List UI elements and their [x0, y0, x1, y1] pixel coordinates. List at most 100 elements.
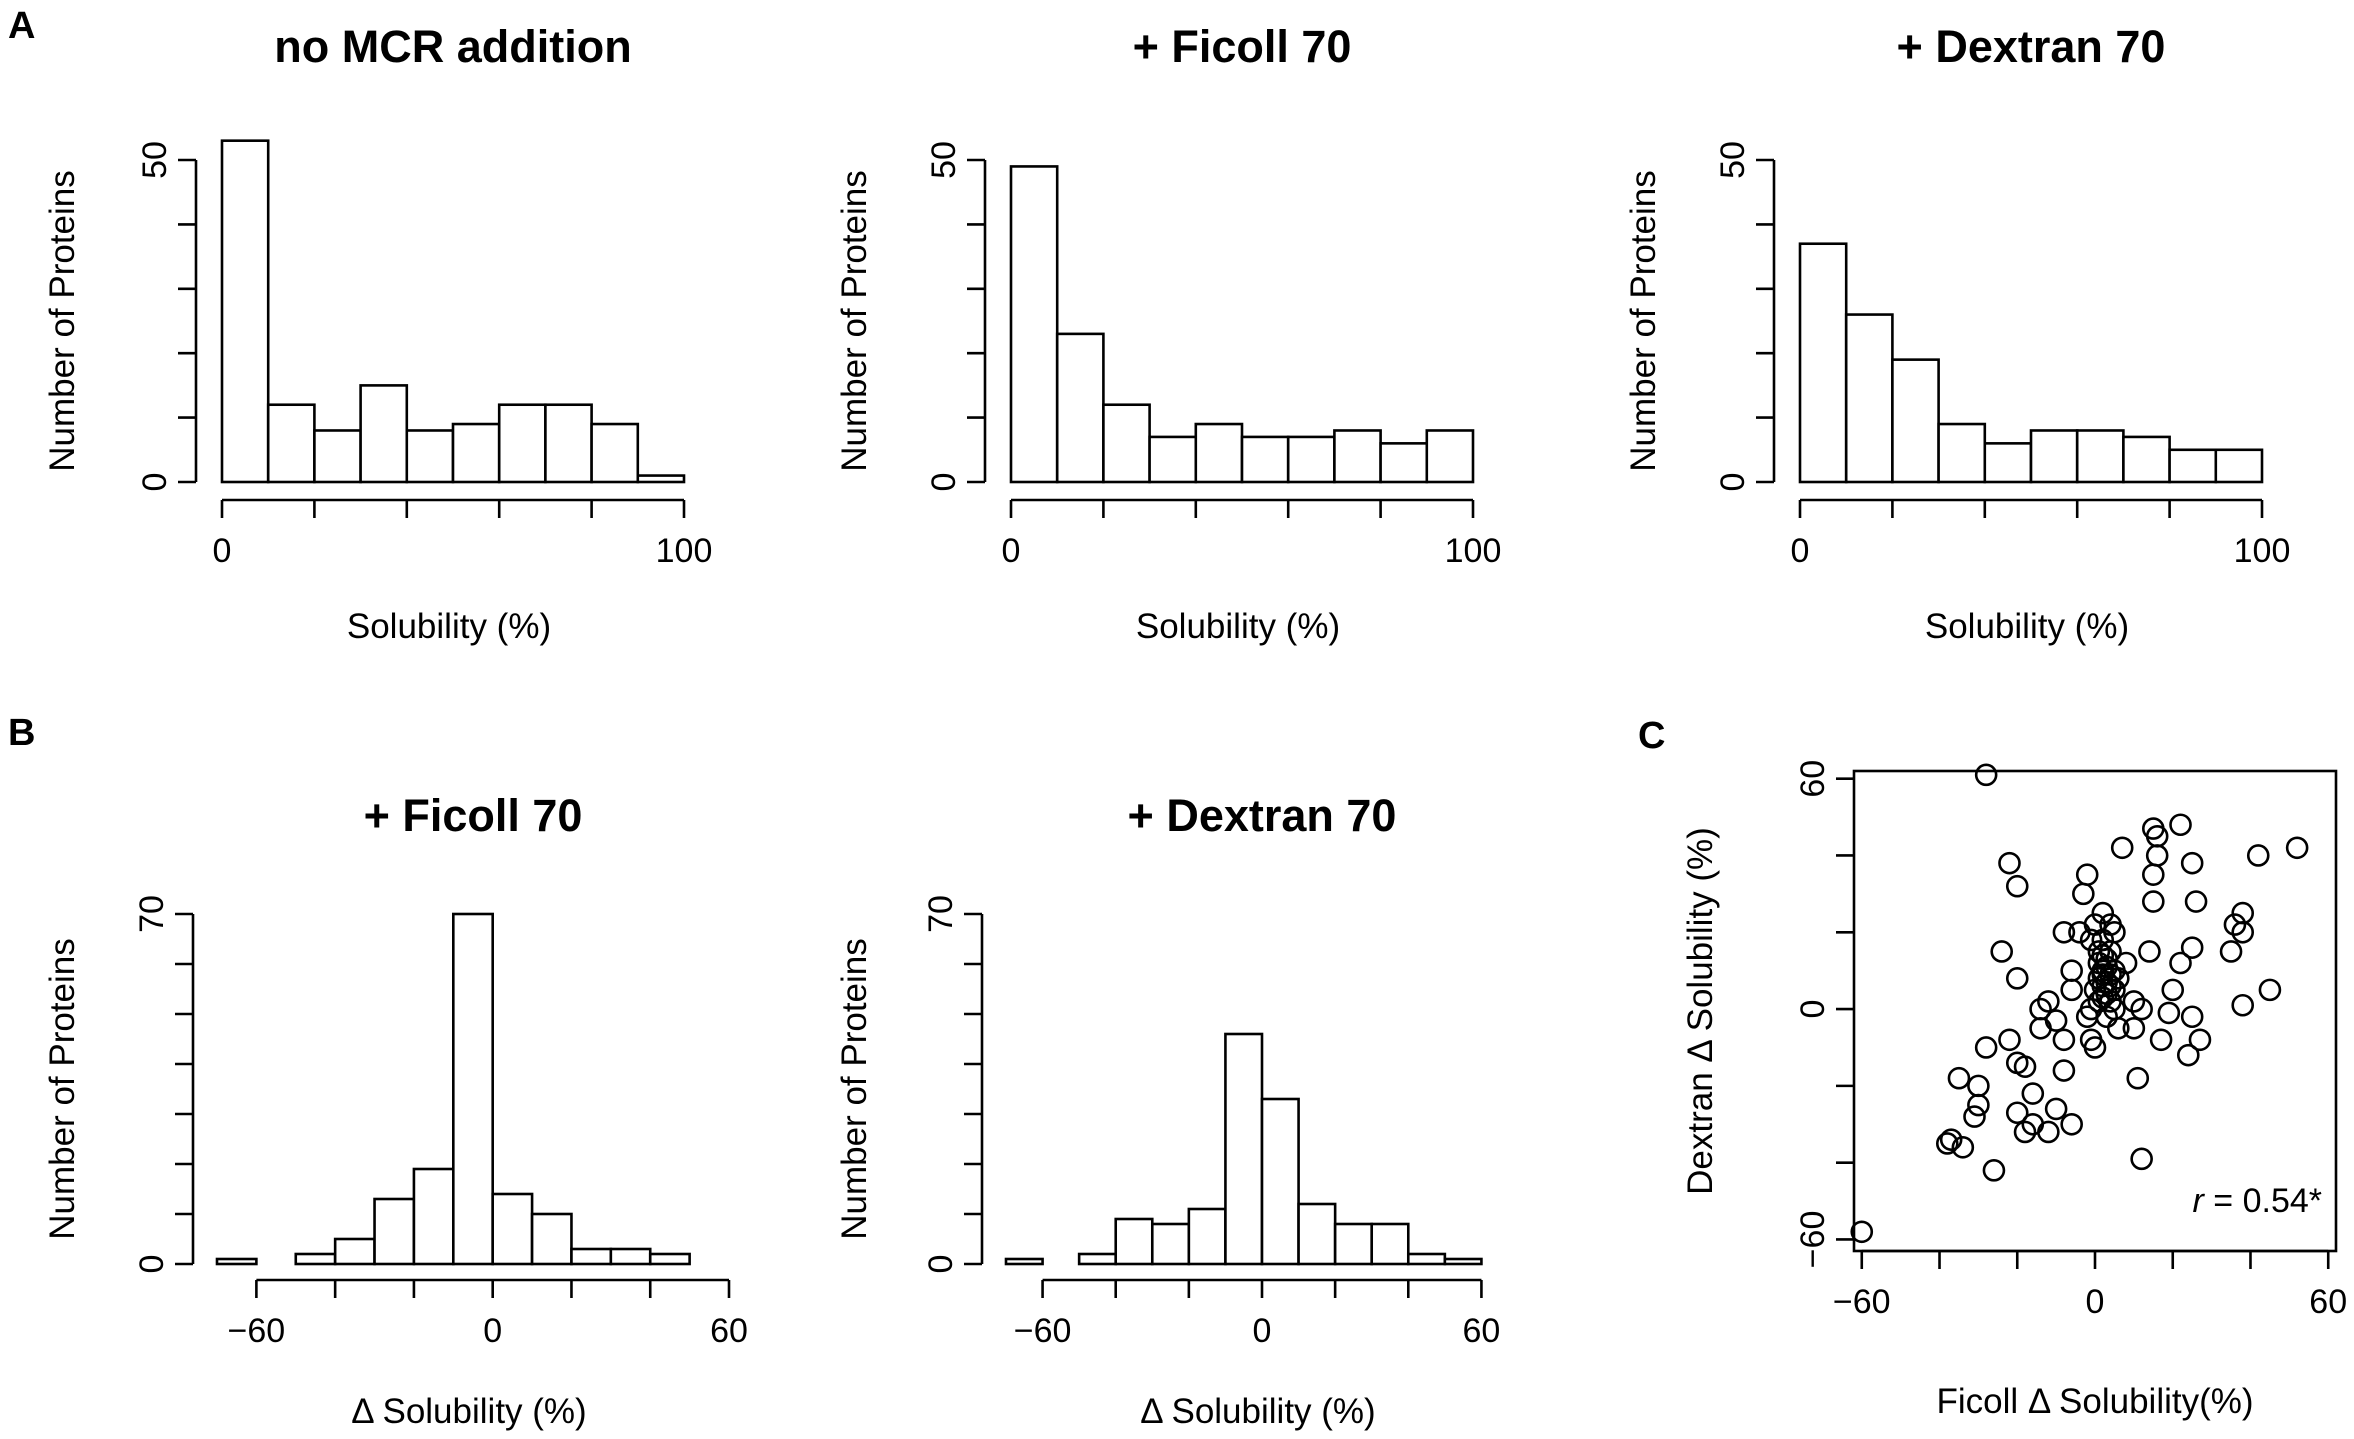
- histogram-bar: [1937, 422, 1987, 484]
- x-tick-label: −60: [1014, 1312, 1072, 1350]
- scatter-point: [2060, 959, 2083, 982]
- scatter-point: [2079, 928, 2103, 952]
- histogram-bar: [1004, 1257, 1044, 1266]
- scatter-point: [2142, 863, 2165, 886]
- y-tick-label: 0: [1714, 473, 1752, 492]
- chart-title: + Ficoll 70: [364, 790, 583, 841]
- histogram-bar: [544, 403, 593, 484]
- y-tick-label: 0: [922, 1255, 960, 1274]
- x-tick-label: 0: [1791, 532, 1810, 570]
- scatter-point: [1974, 763, 1998, 787]
- x-tick-label: 0: [213, 532, 232, 570]
- y-tick-label: 70: [922, 895, 960, 933]
- scatter-point: [2052, 1028, 2076, 1052]
- y-tick-label: 50: [136, 141, 174, 179]
- scatter-point: [2169, 951, 2192, 975]
- y-tick-label: 50: [1714, 141, 1752, 179]
- histogram-bar: [1260, 1097, 1300, 1266]
- scatter-point: [1974, 1036, 1998, 1059]
- histogram-bar: [2029, 429, 2079, 484]
- panel-letter-b: B: [8, 712, 35, 754]
- x-tick-label: 60: [1463, 1312, 1501, 1350]
- histogram-bar: [636, 474, 686, 484]
- y-tick-label: 0: [925, 473, 963, 492]
- scatter-point: [2044, 1097, 2068, 1121]
- histogram-bar: [1983, 442, 2033, 484]
- x-axis-label: Ficoll Δ Solubility(%): [1936, 1382, 2253, 1421]
- histogram-bar: [570, 1247, 613, 1266]
- histogram-bar: [452, 912, 494, 1266]
- scatter-point: [1967, 1074, 1990, 1098]
- chart-title: + Dextran 70: [1897, 21, 2166, 72]
- scatter-point: [2029, 1016, 2052, 1040]
- histogram-bar: [1102, 403, 1151, 484]
- scatter-point: [2044, 1009, 2068, 1032]
- scatter-point: [2029, 997, 2052, 1021]
- correlation-value: = 0.54*: [2204, 1182, 2322, 1220]
- scatter-point: [2188, 1028, 2212, 1052]
- histogram-bar: [405, 429, 455, 484]
- scatter-point: [2005, 1101, 2029, 1125]
- histogram-bar: [530, 1212, 573, 1266]
- scatter-point: [2126, 1066, 2150, 1090]
- histogram-bar: [2075, 429, 2125, 484]
- x-tick-label: 60: [2309, 1283, 2347, 1321]
- scatter-point: [2114, 951, 2138, 975]
- histogram-bar: [2122, 435, 2171, 484]
- scatter-point: [2072, 882, 2095, 906]
- scatter-point: [2231, 993, 2255, 1017]
- x-tick-label: 0: [483, 1312, 502, 1350]
- scatter-point: [1982, 1159, 2006, 1182]
- scatter-point: [2052, 920, 2076, 944]
- x-tick-label: 0: [1253, 1312, 1272, 1350]
- scatter-point: [2083, 1036, 2107, 1059]
- scatter-point: [2099, 974, 2122, 998]
- scatter-point: [2258, 978, 2282, 1002]
- histogram-delta-ficoll: + Ficoll 70 −60 0 60 Δ Solubility (%) 0 70 Numb…: [43, 790, 748, 1431]
- x-tick-label: −60: [1833, 1283, 1891, 1321]
- histogram-bar: [590, 422, 640, 484]
- chart-title: no MCR addition: [274, 21, 631, 72]
- x-tick-label: 60: [710, 1312, 748, 1350]
- x-tick-label: 0: [2086, 1283, 2105, 1321]
- scatter-point: [2149, 1028, 2173, 1052]
- x-tick-label: 0: [1002, 532, 1021, 570]
- scatter-point: [2107, 1016, 2130, 1040]
- histogram-bar: [1150, 1222, 1191, 1266]
- scatter-point: [1998, 1028, 2021, 1052]
- scatter-point: [2180, 936, 2204, 959]
- scatter-point: [2060, 1112, 2083, 1136]
- histogram-bar: [609, 1247, 652, 1266]
- correlation-annotation: r = 0.54*: [2193, 1182, 2322, 1220]
- histogram-bar: [1333, 429, 1382, 484]
- y-axis-label: Number of Proteins: [43, 938, 82, 1240]
- y-axis-label: Number of Proteins: [835, 938, 874, 1240]
- y-axis-label: Number of Proteins: [43, 170, 82, 472]
- histogram-bar: [1009, 165, 1059, 484]
- x-axis-label: Solubility (%): [1136, 607, 1340, 646]
- histogram-bar: [648, 1252, 691, 1266]
- scatter-point: [1850, 1220, 1874, 1244]
- histogram-bar: [1240, 435, 1290, 484]
- histogram-bar: [2214, 448, 2264, 484]
- y-tick-label: 0: [1794, 1000, 1832, 1019]
- scatter-point: [2223, 913, 2247, 936]
- scatter-point: [2005, 874, 2029, 898]
- histogram-bar: [294, 1252, 337, 1266]
- scatter-point: [2145, 844, 2169, 867]
- x-axis-label: Δ Solubility (%): [351, 1392, 586, 1431]
- y-axis-label: Dextran Δ Solubility (%): [1681, 827, 1720, 1195]
- histogram-dextran: + Dextran 70 0 100 Solubility (%) 0 50 Number …: [1624, 21, 2290, 646]
- histogram-bar: [1798, 242, 1848, 484]
- histogram-bar: [1844, 313, 1894, 484]
- x-axis-label: Solubility (%): [347, 607, 551, 646]
- scatter-point: [2052, 1059, 2076, 1082]
- scatter-point: [2285, 836, 2309, 860]
- scatter-point: [2103, 920, 2126, 944]
- scatter-point: [2219, 940, 2243, 963]
- x-axis-label: Δ Solubility (%): [1140, 1392, 1375, 1431]
- y-tick-label: 70: [133, 895, 171, 933]
- histogram-bar: [220, 139, 270, 484]
- correlation-symbol: r: [2193, 1182, 2206, 1220]
- histogram-no-mcr: no MCR addition 0 100 Solubility (%) 0 50 Numb…: [43, 21, 712, 646]
